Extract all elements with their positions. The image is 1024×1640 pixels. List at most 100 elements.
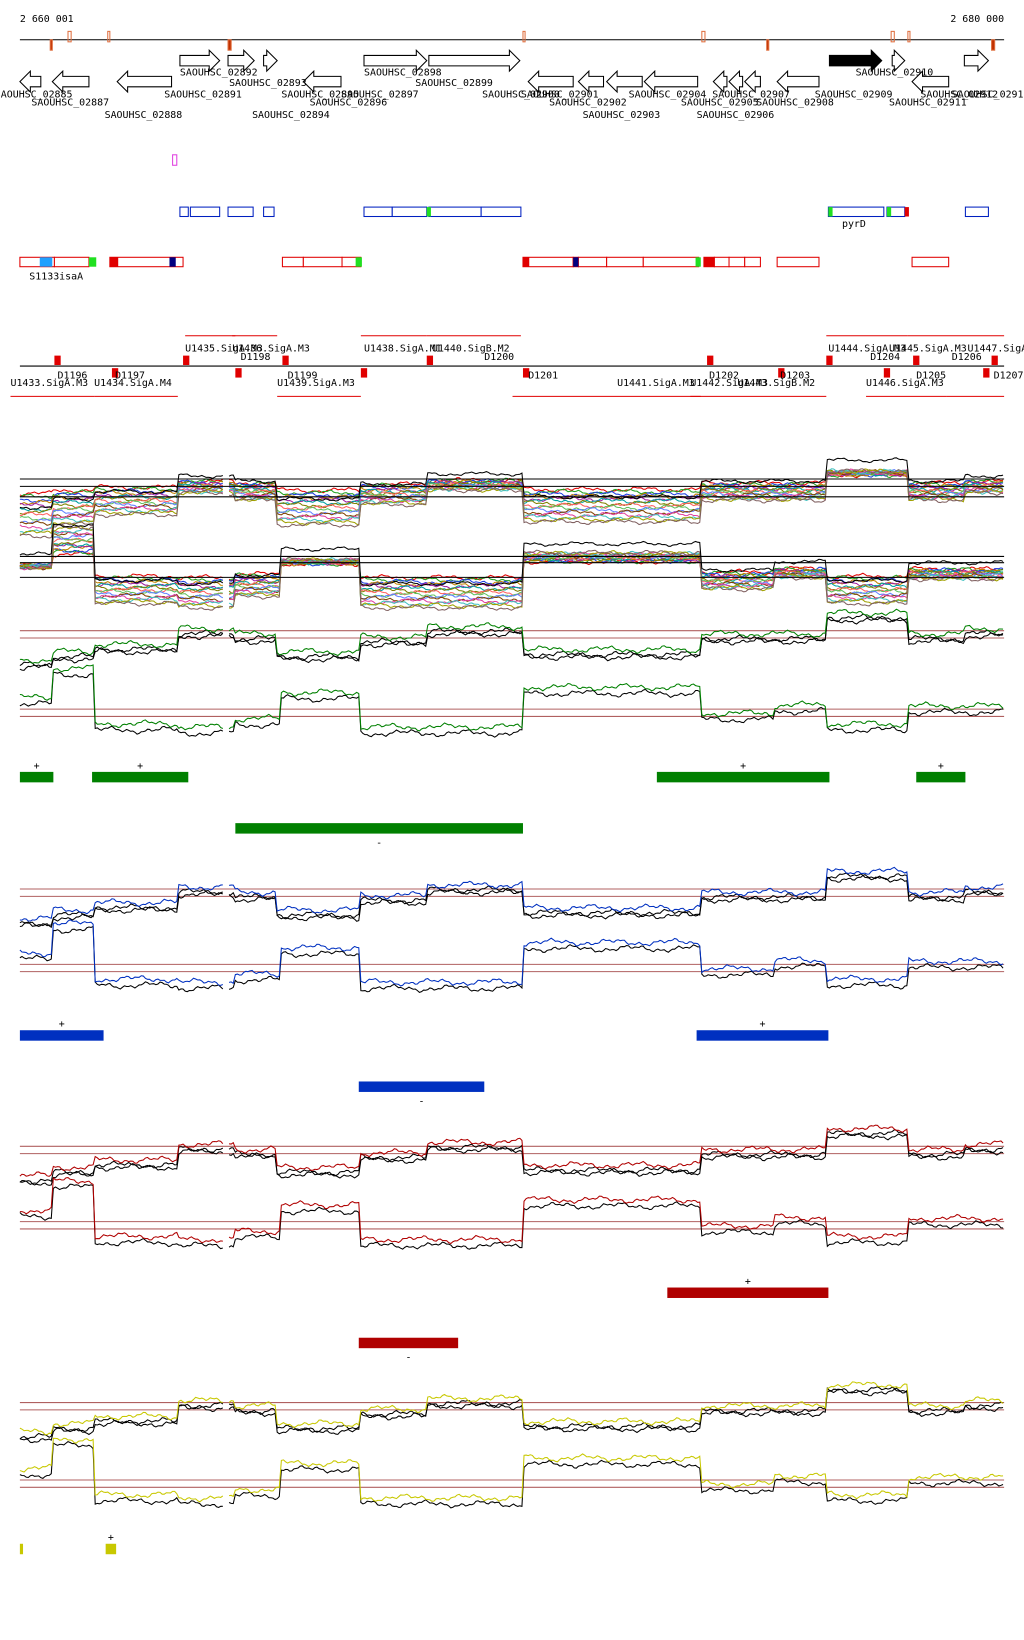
feature-box: [642, 256, 700, 268]
trace: [19, 1176, 1004, 1245]
trace: [19, 469, 1004, 521]
segment-sign: +: [34, 761, 40, 772]
feature-mark: [904, 207, 909, 217]
gene-arrow: [116, 69, 173, 94]
promoter-label: U1442.SigA.M3: [690, 378, 768, 389]
feature-box: [391, 206, 428, 218]
promoter-label: U1438.SigA.M1: [364, 343, 442, 354]
segment-sign: -: [405, 1353, 411, 1364]
promoter-label: D1204: [870, 352, 900, 363]
promoter-mark: [883, 368, 891, 378]
trace: [19, 528, 1004, 608]
feature-box: [827, 206, 885, 218]
gene-arrow: [712, 69, 728, 94]
promoter-label: D1200: [484, 352, 514, 363]
trace: [19, 1437, 1004, 1503]
ruler-tick: [67, 30, 72, 43]
feature-box: [606, 256, 644, 268]
gene-arrow: [19, 69, 42, 94]
gene-arrow: [963, 48, 990, 73]
gene-label: SAOUHSC_02895: [281, 89, 359, 100]
promoter-mark: [826, 355, 833, 366]
gene-label: SAOUHSC_02908: [756, 98, 834, 109]
promoter-mark: [522, 368, 530, 378]
trace: [19, 543, 1004, 592]
feature-mark: [169, 257, 176, 267]
gene-label: SAOUHSC_02897: [341, 89, 419, 100]
gene-arrow: [643, 69, 699, 94]
gene-arrow: [828, 48, 883, 73]
trace: [19, 1124, 1004, 1177]
gene-arrow: [428, 48, 521, 73]
start-coord: 2 660 001: [20, 14, 74, 25]
promoter-label: D1202: [709, 371, 739, 382]
ruler-tick: [907, 30, 911, 43]
gene-arrow: [728, 69, 744, 94]
gene-label: SAOUHSC_02893: [229, 78, 307, 89]
gene-label: SAOUHSC_02901: [521, 89, 599, 100]
gene-label: SAOUHSC_02907: [712, 89, 790, 100]
promoter-label: U1440.SigB.M2: [432, 343, 510, 354]
gene-arrow: [743, 69, 761, 94]
promoter-label: D1201: [528, 371, 558, 382]
promoter-label: U1435.SigA.M3: [185, 343, 263, 354]
feature-box: [172, 154, 178, 166]
trace: [19, 872, 1004, 928]
promoter-label: D1196: [58, 371, 88, 382]
feature-box: [363, 206, 393, 218]
gene-label: SAOUHSC_02906: [697, 110, 775, 121]
gene-arrow: [577, 69, 605, 94]
trace: [19, 919, 1004, 987]
gene-label: SAOUHSC_02888: [105, 110, 183, 121]
trace: [19, 664, 1004, 732]
feature-box: [911, 256, 950, 268]
trace: [19, 531, 1004, 603]
promoter-label: D1197: [115, 371, 145, 382]
ruler-tick: [522, 30, 526, 43]
promoter-mark: [183, 355, 190, 366]
promoter-label: U1443.SigB.M2: [737, 378, 815, 389]
gene-label: SAOUHSC_02912: [920, 89, 998, 100]
gene-label: SAOUHSC_02909: [815, 89, 893, 100]
gene-label: SAOUHSC_02903: [583, 110, 661, 121]
gene-label: SAOUHSC_02892: [180, 67, 258, 78]
feature-box: [776, 256, 820, 268]
gene-label: SAOUHSC_02885: [0, 89, 72, 100]
feature-box: [302, 256, 343, 268]
gene-label: SAOUHSC_02887: [31, 98, 109, 109]
trace: [19, 550, 1004, 582]
segment-sign: +: [760, 1019, 766, 1030]
trace: [19, 1386, 1004, 1440]
ruler-tick: [701, 30, 706, 43]
promoter-mark: [913, 355, 920, 366]
promoter-label: D1199: [288, 371, 318, 382]
segment-bar: [19, 1030, 104, 1041]
trace: [19, 470, 1004, 513]
ruler-tick: [991, 39, 996, 51]
gene-arrow: [302, 69, 342, 94]
gene-label: SAOUHSC_02911: [889, 98, 967, 109]
segment-sign: +: [938, 761, 944, 772]
feature-box: [227, 206, 254, 218]
segment-bar: [916, 771, 966, 783]
promoter-label: D1198: [241, 352, 271, 363]
feature-mark: [828, 207, 833, 217]
ruler-tick: [49, 39, 53, 51]
gene-label: SAOUHSC_02910: [856, 67, 934, 78]
gene-label: SAOUHSC_02894: [252, 110, 330, 121]
gene-arrow: [263, 48, 278, 73]
feature-box: [728, 256, 746, 268]
feature-box: [744, 256, 761, 268]
feature-mark: [695, 257, 701, 267]
promoter-label: U1441.SigA.M3: [617, 378, 695, 389]
segment-bar: [358, 1337, 459, 1349]
feature-box: [53, 256, 90, 268]
segment-sign: -: [419, 1096, 425, 1107]
segment-sign: +: [745, 1276, 751, 1287]
trace: [19, 1387, 1004, 1444]
feature-box: [189, 206, 221, 218]
segment-bar: [105, 1543, 117, 1555]
gene-label: SAOUHSC_02896: [310, 98, 388, 109]
gene-arrow: [51, 69, 90, 94]
